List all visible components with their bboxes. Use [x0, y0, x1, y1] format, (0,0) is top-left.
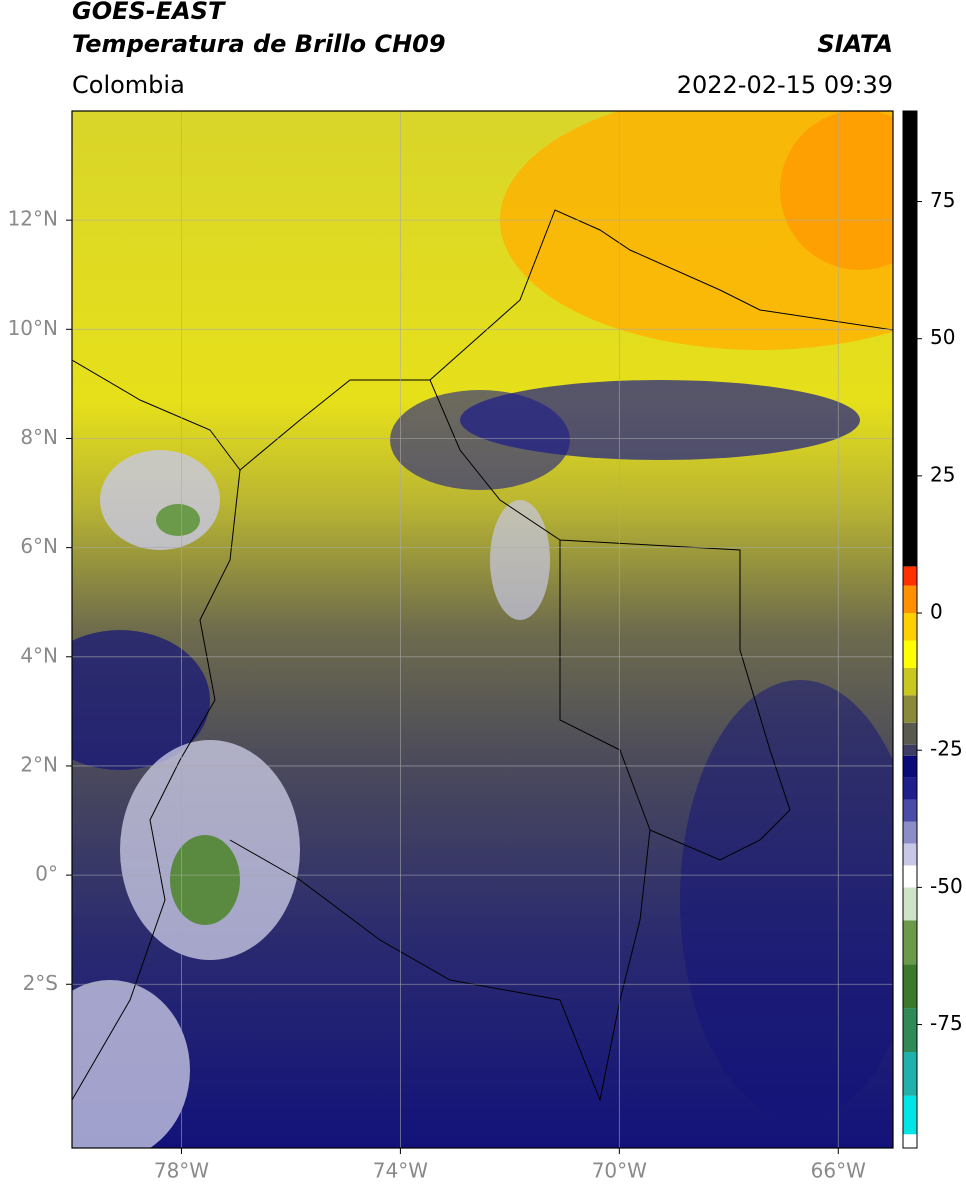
colorbar-segment: [903, 566, 917, 586]
colorbar-segment: [903, 1008, 917, 1052]
colorbar-segment: [903, 667, 917, 696]
imagery: [72, 111, 893, 1148]
colorbar-frame: [902, 110, 918, 1149]
title: GOES-EAST: [72, 0, 226, 25]
lat-tick-label: 6°N: [20, 534, 58, 558]
lat-tick-label: 8°N: [20, 425, 58, 449]
lat-tick-label: 12°N: [8, 207, 58, 231]
coastline: [72, 359, 241, 1101]
colorbar-segment: [903, 744, 917, 756]
lon-tick-label: 66°W: [811, 1159, 866, 1183]
colorbar-segment: [903, 964, 917, 1009]
colorbar-tick-label: 0: [930, 600, 943, 624]
colorbar-segment: [903, 1051, 917, 1096]
colorbar-segment: [903, 887, 917, 921]
colorbar-tick-label: -75: [930, 1011, 963, 1035]
lon-tick-label: 70°W: [592, 1159, 647, 1183]
colorbar-segment: [903, 865, 917, 888]
lat-tick-label: 4°N: [20, 643, 58, 667]
cloud-band: [390, 390, 570, 490]
cold-core: [156, 504, 200, 536]
colorbar-tick-label: 50: [930, 325, 955, 349]
border: [229, 379, 791, 1102]
colorbar-tick-label: 75: [930, 188, 955, 212]
region: Colombia: [72, 71, 185, 99]
cloud-band: [680, 680, 893, 1120]
map-frame: [71, 110, 894, 1149]
colorbar-segment: [903, 640, 917, 668]
coastline: [429, 209, 893, 381]
colorbar-segment: [903, 843, 917, 866]
colorbar-segment: [903, 799, 917, 822]
colorbar-segment: [903, 821, 917, 844]
colorbar-segment: [903, 920, 917, 965]
warm-area: [780, 111, 893, 270]
lon-tick-label: 74°W: [373, 1159, 428, 1183]
colorbar-segment: [903, 777, 917, 800]
colorbar-tick-label: 25: [930, 462, 955, 486]
colorbar-segment: [903, 1095, 917, 1135]
lat-tick-label: 10°N: [8, 316, 58, 340]
colorbar-segment: [903, 695, 917, 723]
colorbar-segment: [903, 613, 917, 641]
colorbar-segment: [903, 1134, 917, 1148]
cloud-top: [72, 980, 190, 1148]
colorbar-segment: [903, 722, 917, 745]
lat-tick-label: 2°S: [23, 971, 58, 995]
cloud-top: [100, 450, 220, 550]
cold-core: [170, 835, 240, 925]
subtitle: Temperatura de Brillo CH09: [72, 30, 446, 58]
lon-tick-label: 78°W: [154, 1159, 209, 1183]
lat-tick-label: 0°: [35, 862, 58, 886]
colorbar-segment: [903, 755, 917, 778]
lat-tick-label: 2°N: [20, 752, 58, 776]
colorbar-segment: [903, 111, 917, 567]
colorbar-tick-label: -25: [930, 737, 963, 761]
source: SIATA: [817, 30, 893, 58]
colorbar-segment: [903, 585, 917, 614]
timestamp: 2022-02-15 09:39: [677, 71, 893, 99]
cloud-top: [490, 500, 550, 620]
colorbar-tick-label: -50: [930, 874, 963, 898]
cloud-band: [72, 630, 210, 770]
